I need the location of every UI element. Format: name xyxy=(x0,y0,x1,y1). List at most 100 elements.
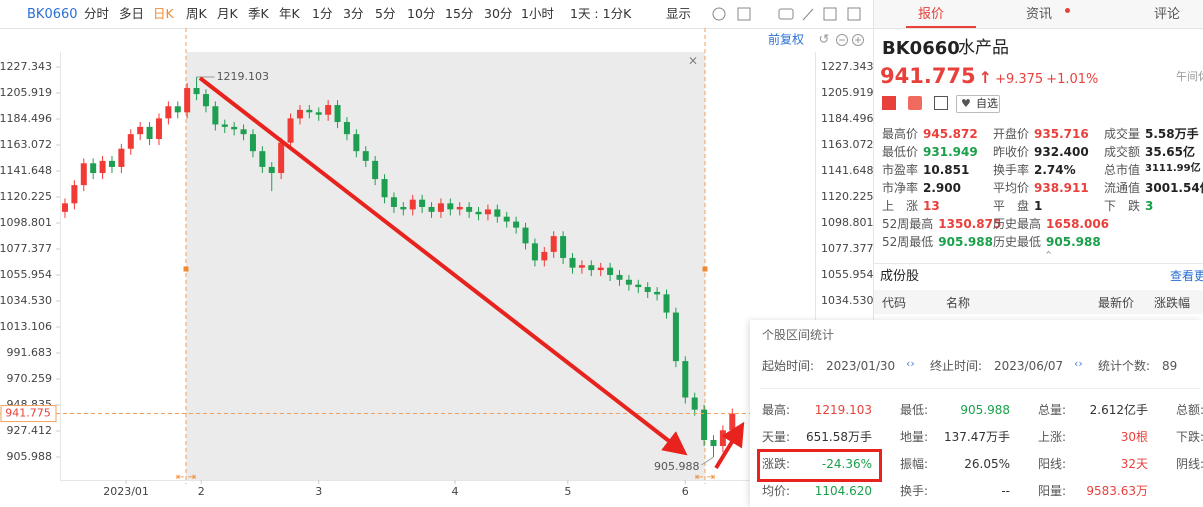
y-tick-label: 1184.496 xyxy=(0,112,52,125)
table-header[interactable]: 最新价 xyxy=(1098,296,1135,310)
adjust-toggle[interactable]: 前复权 xyxy=(768,32,804,47)
candle-body xyxy=(353,134,360,152)
candle-body xyxy=(663,294,670,313)
candle-body xyxy=(334,105,341,123)
stat-value: 905.988 xyxy=(1046,235,1101,249)
interval-value: -- xyxy=(1001,484,1010,498)
interval-value: 32天 xyxy=(1120,457,1148,471)
stat-label: 上 涨 xyxy=(882,199,919,213)
interval-label: 总额: xyxy=(1176,403,1203,417)
period-tab[interactable]: 年K xyxy=(279,6,300,21)
quote-name: 水产品 xyxy=(958,38,1009,58)
display-menu[interactable]: 显示 xyxy=(666,6,692,21)
selection-handle[interactable] xyxy=(702,266,708,272)
collapse-icon[interactable]: ⌃ xyxy=(1044,249,1054,262)
y2-tick-label: 1205.919 xyxy=(821,86,873,99)
period-tab[interactable]: 日K xyxy=(153,6,174,21)
x-tick-label: 3 xyxy=(315,485,322,498)
period-tab[interactable]: 多日 xyxy=(119,6,145,21)
candle-body xyxy=(616,274,623,280)
reset-icon[interactable]: ↺ xyxy=(819,33,830,48)
candle-body xyxy=(607,267,614,275)
stat-label: 平 盘 xyxy=(993,199,1030,213)
candle-body xyxy=(278,142,285,173)
field-value[interactable]: 2023/06/07 xyxy=(994,359,1064,373)
candle-body xyxy=(202,94,209,107)
range-picker[interactable]: ‹› xyxy=(1074,357,1083,370)
period-tab[interactable]: 5分 xyxy=(375,6,396,21)
tab[interactable]: 评论 xyxy=(1154,7,1181,22)
zoom-in[interactable] xyxy=(852,34,864,46)
price-change: +9.375 xyxy=(995,72,1044,87)
camera-icon[interactable] xyxy=(778,8,794,20)
tab[interactable]: 报价 xyxy=(918,7,945,22)
range-picker[interactable]: ‹› xyxy=(906,357,915,370)
y2-tick-label: 1227.343 xyxy=(821,60,873,73)
candle-body xyxy=(155,118,162,140)
candle-body xyxy=(127,134,134,149)
interval-value: 9583.63万 xyxy=(1086,484,1148,498)
stat-label: 昨收价 xyxy=(993,145,1030,159)
period-tab[interactable]: 1小时 xyxy=(521,6,554,21)
candle-body xyxy=(249,134,256,152)
candle-body xyxy=(503,216,510,222)
period-tab[interactable]: 周K xyxy=(186,6,207,21)
drag-handle[interactable]: ⇤ ⇥ xyxy=(176,472,196,483)
table-header: 代码 xyxy=(882,296,907,310)
period-tab[interactable]: 15分 xyxy=(445,6,474,21)
candle-body xyxy=(475,211,482,215)
tab[interactable]: 资讯 xyxy=(1026,7,1053,22)
draw-icon[interactable] xyxy=(802,8,814,21)
candle-body xyxy=(710,439,717,447)
watch-label[interactable]: 自选 xyxy=(976,97,998,110)
candle-body xyxy=(588,265,595,271)
candle-body xyxy=(550,236,557,252)
annotation-arrow xyxy=(714,421,745,470)
stat-value: 3111.99亿 xyxy=(1145,163,1201,174)
y-tick-label: 1163.072 xyxy=(0,138,52,151)
period-tab[interactable]: 10分 xyxy=(407,6,436,21)
stat-label: 成交额 xyxy=(1104,145,1141,159)
flag-icon xyxy=(882,96,896,110)
selection-handle[interactable] xyxy=(183,266,189,272)
candle-body xyxy=(268,166,275,173)
candle-body xyxy=(108,160,115,167)
table-header[interactable]: 涨跌幅 xyxy=(1154,296,1191,310)
divider xyxy=(874,263,1203,264)
interval-value: 651.58万手 xyxy=(806,430,872,444)
period-tab[interactable]: 1分 xyxy=(312,6,333,21)
stat-value: 931.949 xyxy=(923,145,978,159)
candle-body xyxy=(597,267,604,271)
settings-icon[interactable] xyxy=(712,7,726,21)
period-tab[interactable]: 30分 xyxy=(484,6,513,21)
stat-value: 3001.54亿 xyxy=(1145,181,1203,195)
window-icon[interactable] xyxy=(847,7,861,21)
close-selection[interactable]: × xyxy=(688,54,698,68)
field-value[interactable]: 2023/01/30 xyxy=(826,359,896,373)
candles xyxy=(61,76,736,457)
tab-bar xyxy=(874,0,1203,29)
fullscreen-icon[interactable] xyxy=(823,7,837,21)
candle-body xyxy=(165,106,172,119)
period-tab[interactable]: 1天 : 1分K xyxy=(570,6,632,21)
x-tick-label: 2 xyxy=(198,485,205,498)
period-tab[interactable]: 分时 xyxy=(84,6,110,21)
candle-body xyxy=(419,199,426,207)
y-tick-label: 1098.801 xyxy=(0,216,52,229)
stat-value: 1658.006 xyxy=(1046,217,1110,231)
highlight-box xyxy=(757,449,882,482)
period-tab[interactable]: 季K xyxy=(248,6,269,21)
view-more[interactable]: 查看更多 xyxy=(1170,269,1203,283)
symbol[interactable]: BK0660 xyxy=(27,7,78,22)
period-tab[interactable]: 3分 xyxy=(343,6,364,21)
field-value: 89 xyxy=(1162,359,1178,373)
watch-button[interactable] xyxy=(956,95,1000,113)
interval-label: 涨跌: xyxy=(762,457,791,471)
period-tab[interactable]: 月K xyxy=(217,6,238,21)
zoom-out[interactable] xyxy=(836,34,848,46)
candle-body xyxy=(569,257,576,268)
drag-handle[interactable]: ⇤ ⇥ xyxy=(695,472,715,483)
layout-icon[interactable] xyxy=(737,7,751,21)
stat-value: 938.911 xyxy=(1034,181,1089,195)
